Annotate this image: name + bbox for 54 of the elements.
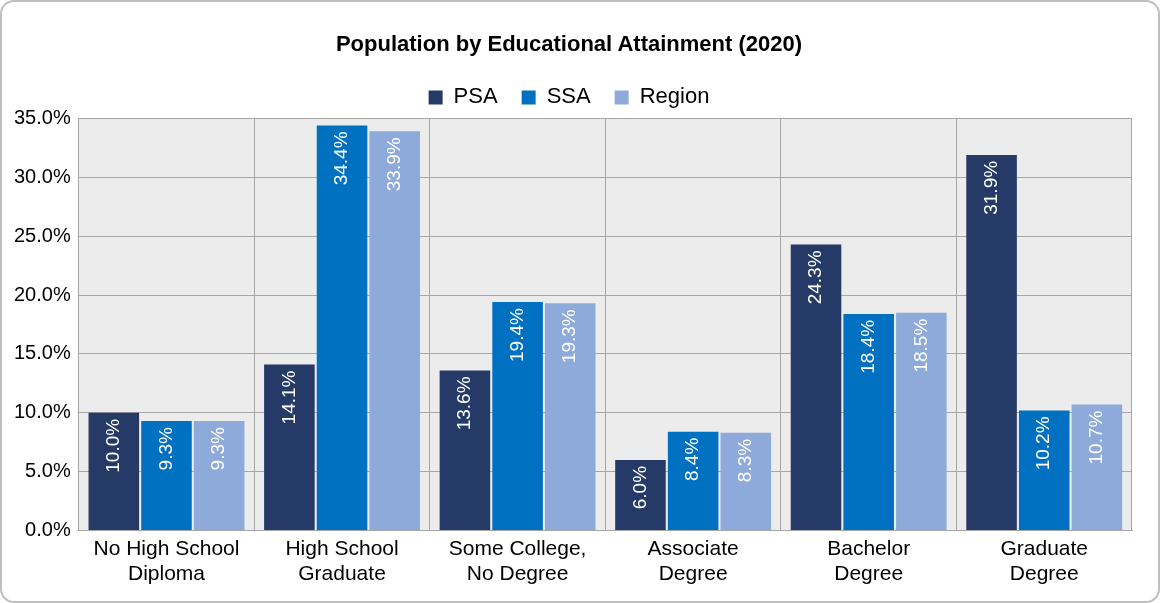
y-tick-label: 0.0% xyxy=(25,518,71,541)
x-tick-label: High School Graduate xyxy=(285,536,399,585)
y-tick-label: 10.0% xyxy=(13,400,71,423)
data-label: 19.4% xyxy=(505,308,527,362)
data-label: 10.0% xyxy=(102,418,124,473)
data-label: 33.9% xyxy=(382,137,404,192)
data-label: 10.7% xyxy=(1085,410,1107,465)
data-label: 8.3% xyxy=(734,438,756,483)
bar xyxy=(667,431,719,531)
bar xyxy=(193,421,245,531)
bar xyxy=(1018,410,1070,531)
chart-title: Population by Educational Attainment (2020) xyxy=(335,31,803,57)
y-tick-label: 25.0% xyxy=(13,223,71,246)
bar xyxy=(896,312,947,531)
data-label: 18.4% xyxy=(856,319,878,374)
bar xyxy=(843,313,894,531)
bar xyxy=(369,131,420,531)
bar xyxy=(1071,404,1123,531)
y-tick-label: 20.0% xyxy=(13,282,71,305)
data-label: 13.6% xyxy=(453,376,475,431)
bar xyxy=(615,459,666,531)
y-tick-label: 30.0% xyxy=(13,164,71,187)
bar xyxy=(544,303,596,531)
x-tick-label: Graduate Degree xyxy=(1000,536,1089,585)
bar xyxy=(264,364,315,531)
data-label: 6.0% xyxy=(628,465,650,510)
data-label: 9.3% xyxy=(207,426,229,471)
data-label: 19.3% xyxy=(558,309,580,364)
bar xyxy=(966,154,1017,531)
legend-label: SSA xyxy=(546,83,591,109)
x-tick-label: No High School Diploma xyxy=(93,536,240,585)
x-tick-label: Some College, No Degree xyxy=(448,536,587,585)
data-label: 24.3% xyxy=(804,250,826,305)
y-tick-label: 5.0% xyxy=(25,459,71,482)
bar xyxy=(439,370,491,531)
bar xyxy=(88,412,140,531)
data-label: 8.4% xyxy=(681,437,703,481)
bar xyxy=(720,432,772,531)
legend-label: Region xyxy=(639,83,710,109)
x-tick-label: Associate Degree xyxy=(647,536,739,585)
legend-label: PSA xyxy=(453,83,498,109)
y-tick-label: 15.0% xyxy=(13,341,71,364)
data-label: 34.4% xyxy=(330,131,352,186)
data-label: 31.9% xyxy=(979,160,1001,215)
bar xyxy=(141,421,192,531)
bar xyxy=(790,244,842,531)
x-tick-label: Bachelor Degree xyxy=(827,536,911,585)
bar xyxy=(492,302,543,531)
data-label: 9.3% xyxy=(154,426,176,471)
data-label: 18.5% xyxy=(909,318,931,373)
bar xyxy=(316,125,368,531)
y-tick-label: 35.0% xyxy=(13,105,71,128)
data-label: 10.2% xyxy=(1032,416,1054,471)
data-label: 14.1% xyxy=(277,370,299,425)
